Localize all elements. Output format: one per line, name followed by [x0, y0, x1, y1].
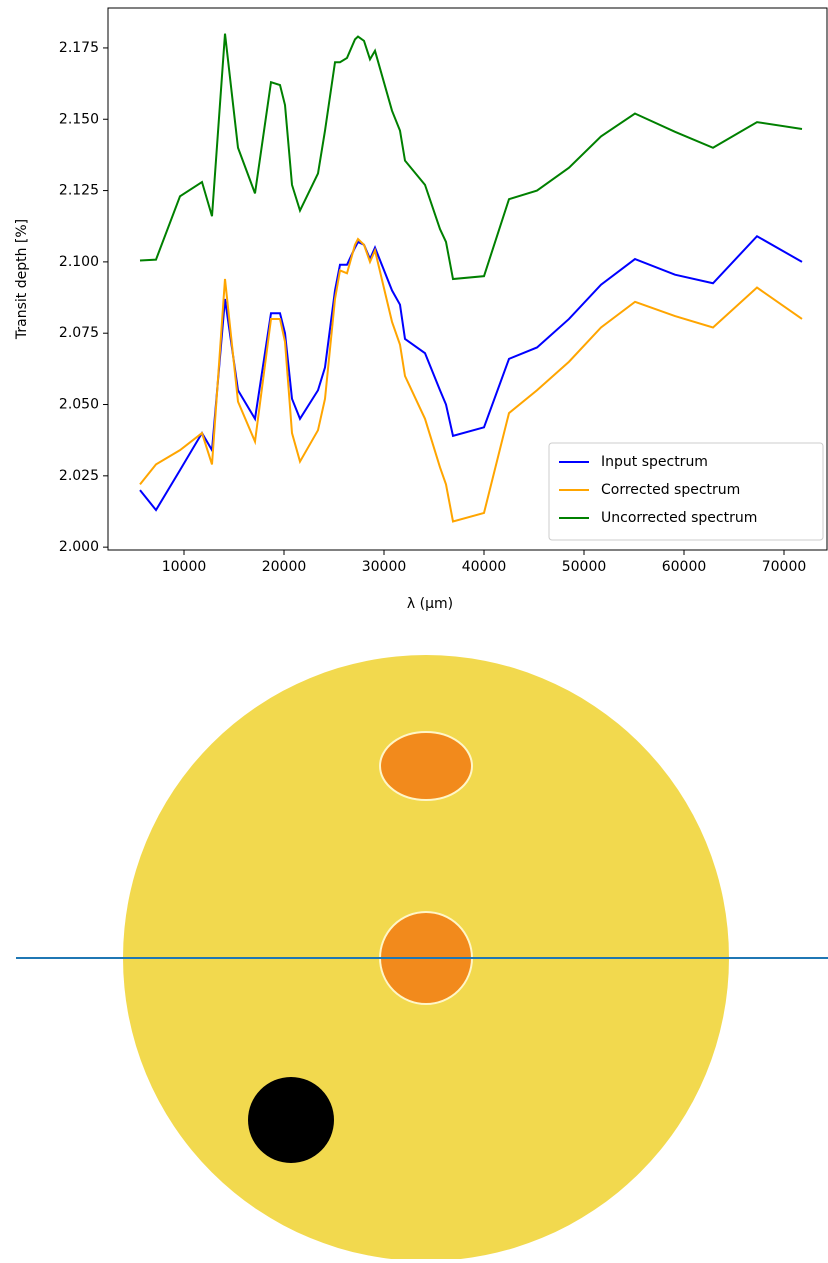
y-tick-label: 2.050 — [59, 397, 99, 413]
spot — [380, 732, 472, 800]
y-tick-label: 2.150 — [59, 111, 99, 127]
star-image — [16, 655, 828, 1259]
x-tick-label: 60000 — [662, 559, 707, 575]
legend: Input spectrum Corrected spectrum Uncorrec… — [549, 443, 823, 540]
legend-label: Corrected spectrum — [601, 482, 740, 498]
x-tick-label: 70000 — [762, 559, 807, 575]
y-tick-label: 2.175 — [59, 40, 99, 56]
series-line — [140, 34, 802, 279]
x-axis-label: λ (μm) — [407, 596, 453, 612]
y-tick-label: 2.000 — [59, 539, 99, 555]
figure: λ (μm) Transit depth [%] 2.000 2.025 2.050… — [0, 0, 828, 1259]
x-tick-label: 30000 — [362, 559, 407, 575]
planet — [248, 1077, 334, 1163]
x-tick-label: 40000 — [462, 559, 507, 575]
legend-label: Input spectrum — [601, 454, 708, 470]
y-tick-label: 2.125 — [59, 183, 99, 199]
x-tick-label: 10000 — [162, 559, 207, 575]
x-tick-label: 50000 — [562, 559, 607, 575]
y-tick-label: 2.025 — [59, 468, 99, 484]
legend-label: Uncorrected spectrum — [601, 510, 757, 526]
y-axis-label: Transit depth [%] — [14, 219, 30, 340]
y-tick-label: 2.075 — [59, 325, 99, 341]
x-tick-label: 20000 — [262, 559, 307, 575]
y-tick-label: 2.100 — [59, 254, 99, 270]
